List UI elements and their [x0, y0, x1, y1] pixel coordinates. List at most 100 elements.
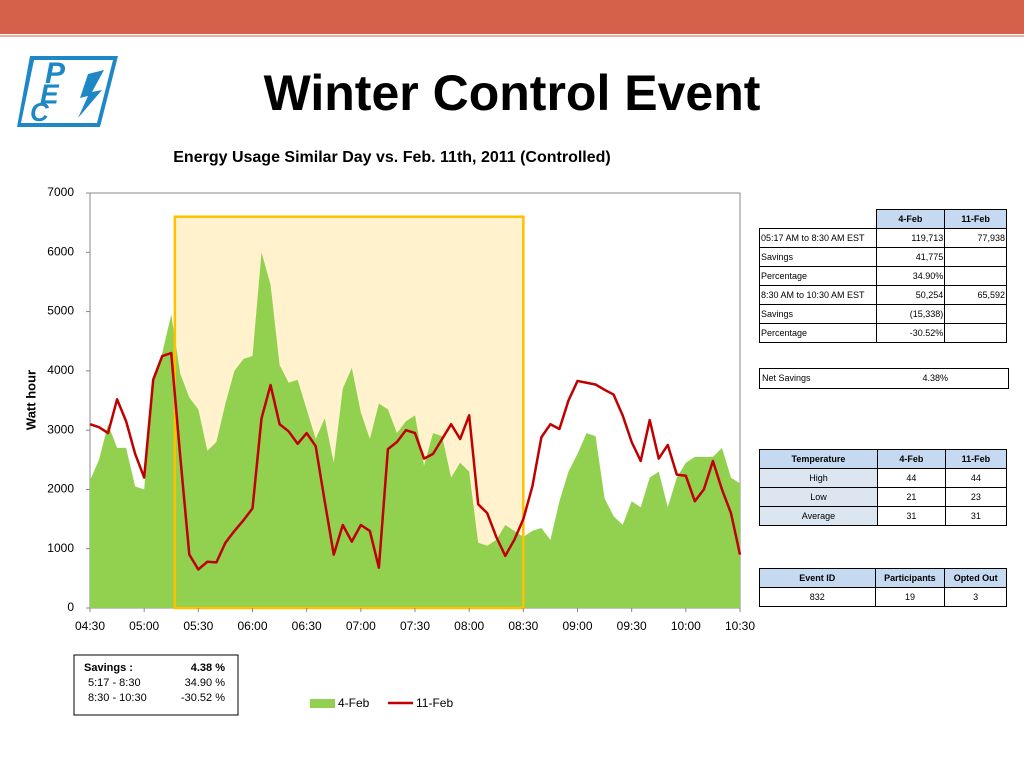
table-cell: 23: [944, 487, 1008, 507]
savings-value: 4.38 %: [191, 662, 225, 674]
table-cell: 50,254: [875, 285, 946, 305]
net-value: 4.38%: [922, 373, 948, 383]
table-row: Savings (15,338): [759, 304, 1007, 324]
table-cell: High: [759, 468, 878, 488]
table-cell: [944, 304, 1007, 324]
x-tick-label: 05:30: [183, 619, 213, 633]
header-cell: Opted Out: [944, 568, 1007, 588]
x-tick-label: 05:00: [129, 619, 159, 633]
table-cell: [944, 323, 1007, 343]
x-tick-label: 10:00: [671, 619, 701, 633]
header-cell: 11-Feb: [944, 449, 1008, 469]
table-cell: Low: [759, 487, 878, 507]
table-cell: 41,775: [875, 247, 946, 267]
y-tick-label: 0: [67, 600, 74, 614]
table-row: Low 21 23: [759, 487, 1008, 507]
data-table: Event ID Participants Opted Out 832 19 3: [759, 568, 1007, 607]
table-cell: 8:30 AM to 10:30 AM EST: [759, 285, 877, 305]
table-cell: 44: [944, 468, 1008, 488]
table-cell: 119,713: [875, 228, 946, 248]
table-row: High 44 44: [759, 468, 1008, 488]
table-cell: Savings: [759, 247, 877, 267]
table-row: 8:30 AM to 10:30 AM EST 50,254 65,592: [759, 285, 1007, 305]
table-cell: 832: [759, 587, 876, 607]
table-cell: 05:17 AM to 8:30 AM EST: [759, 228, 877, 248]
savings-value: 34.90 %: [185, 677, 226, 689]
table-row: Savings 41,775: [759, 247, 1007, 267]
logo: P E C: [17, 56, 118, 127]
header-row: Temperature 4-Feb 11-Feb: [759, 449, 1008, 469]
header-cell: Participants: [874, 568, 946, 588]
x-tick-label: 04:30: [75, 619, 105, 633]
table-row: Average 31 31: [759, 506, 1008, 526]
x-tick-label: 09:00: [562, 619, 592, 633]
header-cell: Event ID: [759, 568, 876, 588]
table-row: 832 19 3: [759, 587, 1007, 607]
savings-value: -30.52 %: [181, 692, 225, 704]
table-cell: 21: [876, 487, 946, 507]
highlight-border: [173, 215, 525, 610]
savings-label: Savings :: [84, 662, 133, 674]
y-axis-label: Watt hour: [23, 370, 38, 430]
savings-box: [73, 654, 239, 716]
x-tick-label: 10:30: [725, 619, 755, 633]
legend-label: 11-Feb: [416, 696, 453, 710]
x-tick-label: 06:00: [237, 619, 267, 633]
table-cell: [944, 247, 1007, 267]
table-cell: 31: [876, 506, 946, 526]
table-row: Percentage 34.90%: [759, 266, 1007, 286]
chart-title: Energy Usage Similar Day vs. Feb. 11th, …: [173, 149, 611, 166]
logo-letter: E: [40, 78, 60, 109]
x-tick-label: 06:30: [292, 619, 322, 633]
header-cell: Temperature: [759, 449, 878, 469]
y-tick-label: 5000: [47, 304, 74, 318]
table-cell: -30.52%: [875, 323, 946, 343]
table-row: Percentage -30.52%: [759, 323, 1007, 343]
y-tick-label: 3000: [47, 422, 74, 436]
y-tick-label: 2000: [47, 482, 74, 496]
table-cell: 31: [944, 506, 1008, 526]
x-tick-label: 07:30: [400, 619, 430, 633]
table-cell: 34.90%: [875, 266, 946, 286]
x-tick-label: 08:30: [508, 619, 538, 633]
data-table: 4-Feb 11-Feb 05:17 AM to 8:30 AM EST 119,71…: [759, 209, 1007, 343]
header-cell: [760, 210, 877, 229]
table-cell: 65,592: [944, 285, 1007, 305]
logo-letter: P: [45, 57, 66, 90]
table-cell: Percentage: [759, 266, 877, 286]
table-cell: Savings: [759, 304, 877, 324]
x-tick-label: 09:30: [617, 619, 647, 633]
header-cell: 4-Feb: [875, 209, 946, 229]
y-tick-label: 1000: [47, 541, 74, 555]
table-row: 05:17 AM to 8:30 AM EST 119,713 77,938: [759, 228, 1007, 248]
y-tick-label: 6000: [47, 244, 74, 258]
savings-label: 5:17 - 8:30: [88, 677, 141, 689]
header-row: 4-Feb 11-Feb: [760, 209, 1007, 229]
header-cell: 4-Feb: [876, 449, 946, 469]
net-label: Net Savings: [762, 373, 811, 383]
line: [89, 351, 742, 571]
y-tick-label: 4000: [47, 363, 74, 377]
header-row: Event ID Participants Opted Out: [759, 568, 1007, 588]
x-tick-label: 08:00: [454, 619, 484, 633]
x-tick-label: 07:00: [346, 619, 376, 633]
top-bar: [0, 0, 1024, 34]
table-cell: 19: [874, 587, 946, 607]
table-cell: Average: [759, 506, 878, 526]
logo-letter: C: [30, 97, 50, 127]
table-cell: 77,938: [944, 228, 1007, 248]
y-tick-label: 7000: [47, 185, 74, 199]
legend-label: 4-Feb: [338, 696, 370, 710]
table-cell: 3: [944, 587, 1007, 607]
header-cell: 11-Feb: [944, 209, 1007, 229]
legend-swatch: [310, 699, 335, 708]
table-cell: [944, 266, 1007, 286]
table-cell: 44: [876, 468, 946, 488]
area: [90, 252, 740, 609]
data-table: Temperature 4-Feb 11-Feb High 44 44 Low 21 23 Ave…: [759, 449, 1008, 526]
savings-label: 8:30 - 10:30: [88, 692, 147, 704]
net-savings: Net Savings 4.38%: [759, 368, 1009, 389]
table-cell: (15,338): [875, 304, 946, 324]
